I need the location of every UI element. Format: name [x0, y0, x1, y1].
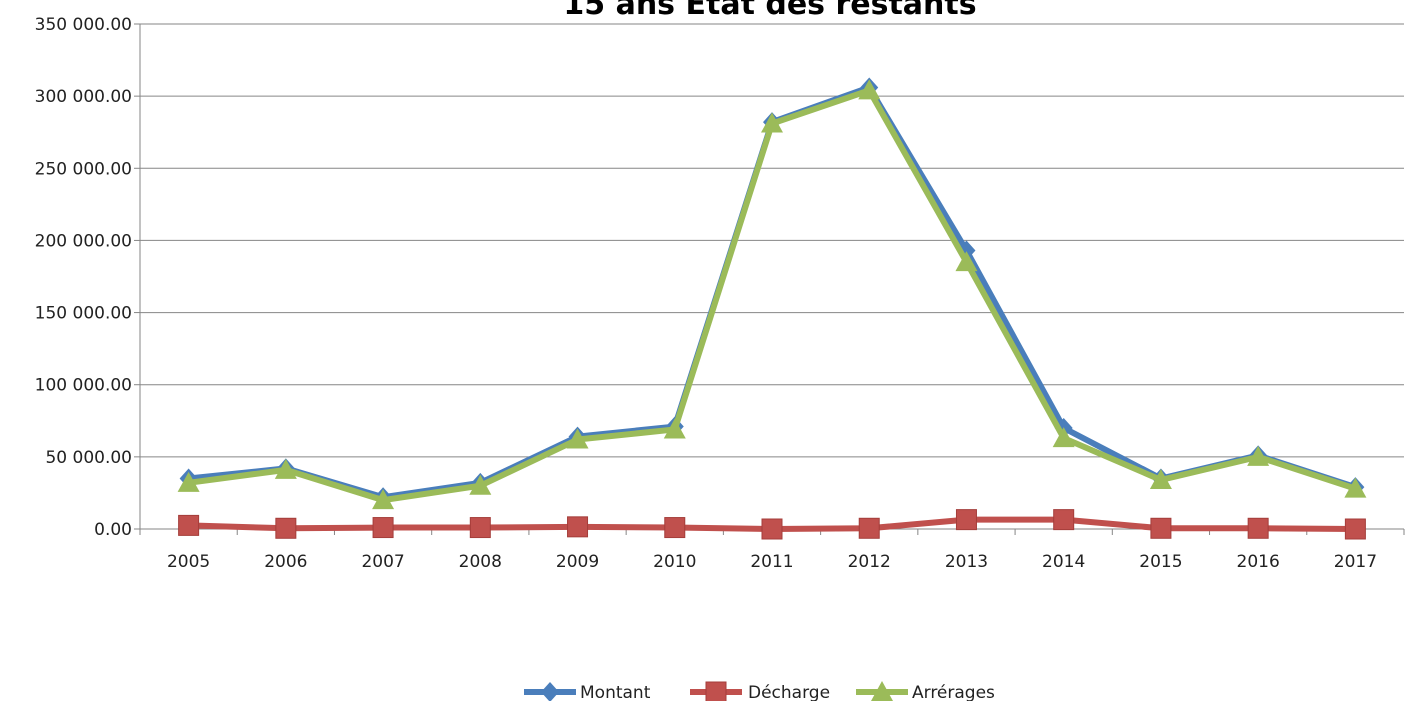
x-tick-label: 2017: [1334, 552, 1377, 572]
data-point: [858, 79, 881, 100]
series-1: [179, 77, 1365, 508]
data-point: [663, 418, 686, 439]
gridlines: [140, 23, 1404, 530]
data-point: [469, 517, 491, 539]
data-point: [372, 489, 395, 510]
x-tick-label: 2008: [459, 552, 502, 572]
data-point: [275, 517, 297, 539]
x-tick-label: 2012: [848, 552, 891, 572]
y-tick-label: 150 000.00: [35, 304, 132, 324]
data-point: [1052, 427, 1075, 448]
y-tick-label: 300 000.00: [35, 87, 132, 107]
data-point: [1149, 468, 1172, 489]
data-point: [1053, 509, 1075, 531]
y-tick-label: 0.00: [94, 520, 132, 540]
data-point: [1344, 477, 1367, 498]
data-point: [1247, 445, 1270, 466]
legend: Montant Décharge Arrérages: [524, 681, 995, 701]
x-tick-label: 2007: [361, 552, 404, 572]
data-point: [761, 518, 783, 540]
series-line: [185, 87, 1359, 504]
x-tick-label: 2005: [167, 552, 210, 572]
data-point: [664, 517, 686, 539]
chart-title: 15 ans Etat des restants: [563, 0, 976, 22]
x-tick-label: 2010: [653, 552, 696, 572]
x-axis: 2005 2006 2007 2008 2009 2010 2011 2012 2013 2014…: [139, 529, 1405, 572]
data-point: [1247, 517, 1269, 539]
y-tick-label: 350 000.00: [35, 15, 132, 35]
y-tick-label: 200 000.00: [35, 231, 132, 251]
x-tick-label: 2016: [1237, 552, 1280, 572]
x-tick-label: 2015: [1139, 552, 1182, 572]
data-point: [567, 516, 589, 538]
data-point: [955, 251, 978, 272]
data-point: [955, 509, 977, 531]
legend-label: Décharge: [748, 683, 830, 701]
series-3: [177, 79, 1367, 510]
data-point: [858, 517, 880, 539]
x-tick-label: 2009: [556, 552, 599, 572]
series-line: [185, 84, 1359, 501]
legend-marker: [541, 682, 559, 701]
data-point: [372, 517, 394, 539]
series-2: [178, 509, 1366, 540]
data-point: [1150, 517, 1172, 539]
legend-label: Arrérages: [912, 683, 995, 701]
y-tick-label: 50 000.00: [45, 448, 132, 468]
legend-marker: [705, 681, 727, 701]
data-point: [178, 514, 200, 536]
legend-marker: [871, 681, 893, 701]
legend-item-3: Arrérages: [856, 681, 995, 701]
data-point: [761, 112, 783, 133]
legend-label: Montant: [580, 683, 651, 701]
data-point: [469, 474, 492, 495]
data-point: [1344, 518, 1366, 540]
series-group: [177, 77, 1367, 540]
y-tick-label: 100 000.00: [35, 376, 132, 396]
x-tick-label: 2006: [264, 552, 307, 572]
data-point: [177, 471, 200, 492]
legend-item-2: Décharge: [690, 681, 830, 701]
x-tick-label: 2014: [1042, 552, 1085, 572]
y-tick-label: 250 000.00: [35, 159, 132, 179]
data-point: [566, 428, 589, 449]
y-axis: 0.00 50 000.00 100 000.00 150 000.00 200 000…: [35, 15, 141, 540]
x-tick-label: 2011: [750, 552, 793, 572]
x-tick-label: 2013: [945, 552, 988, 572]
legend-item-1: Montant: [524, 682, 651, 701]
data-point: [274, 458, 297, 479]
